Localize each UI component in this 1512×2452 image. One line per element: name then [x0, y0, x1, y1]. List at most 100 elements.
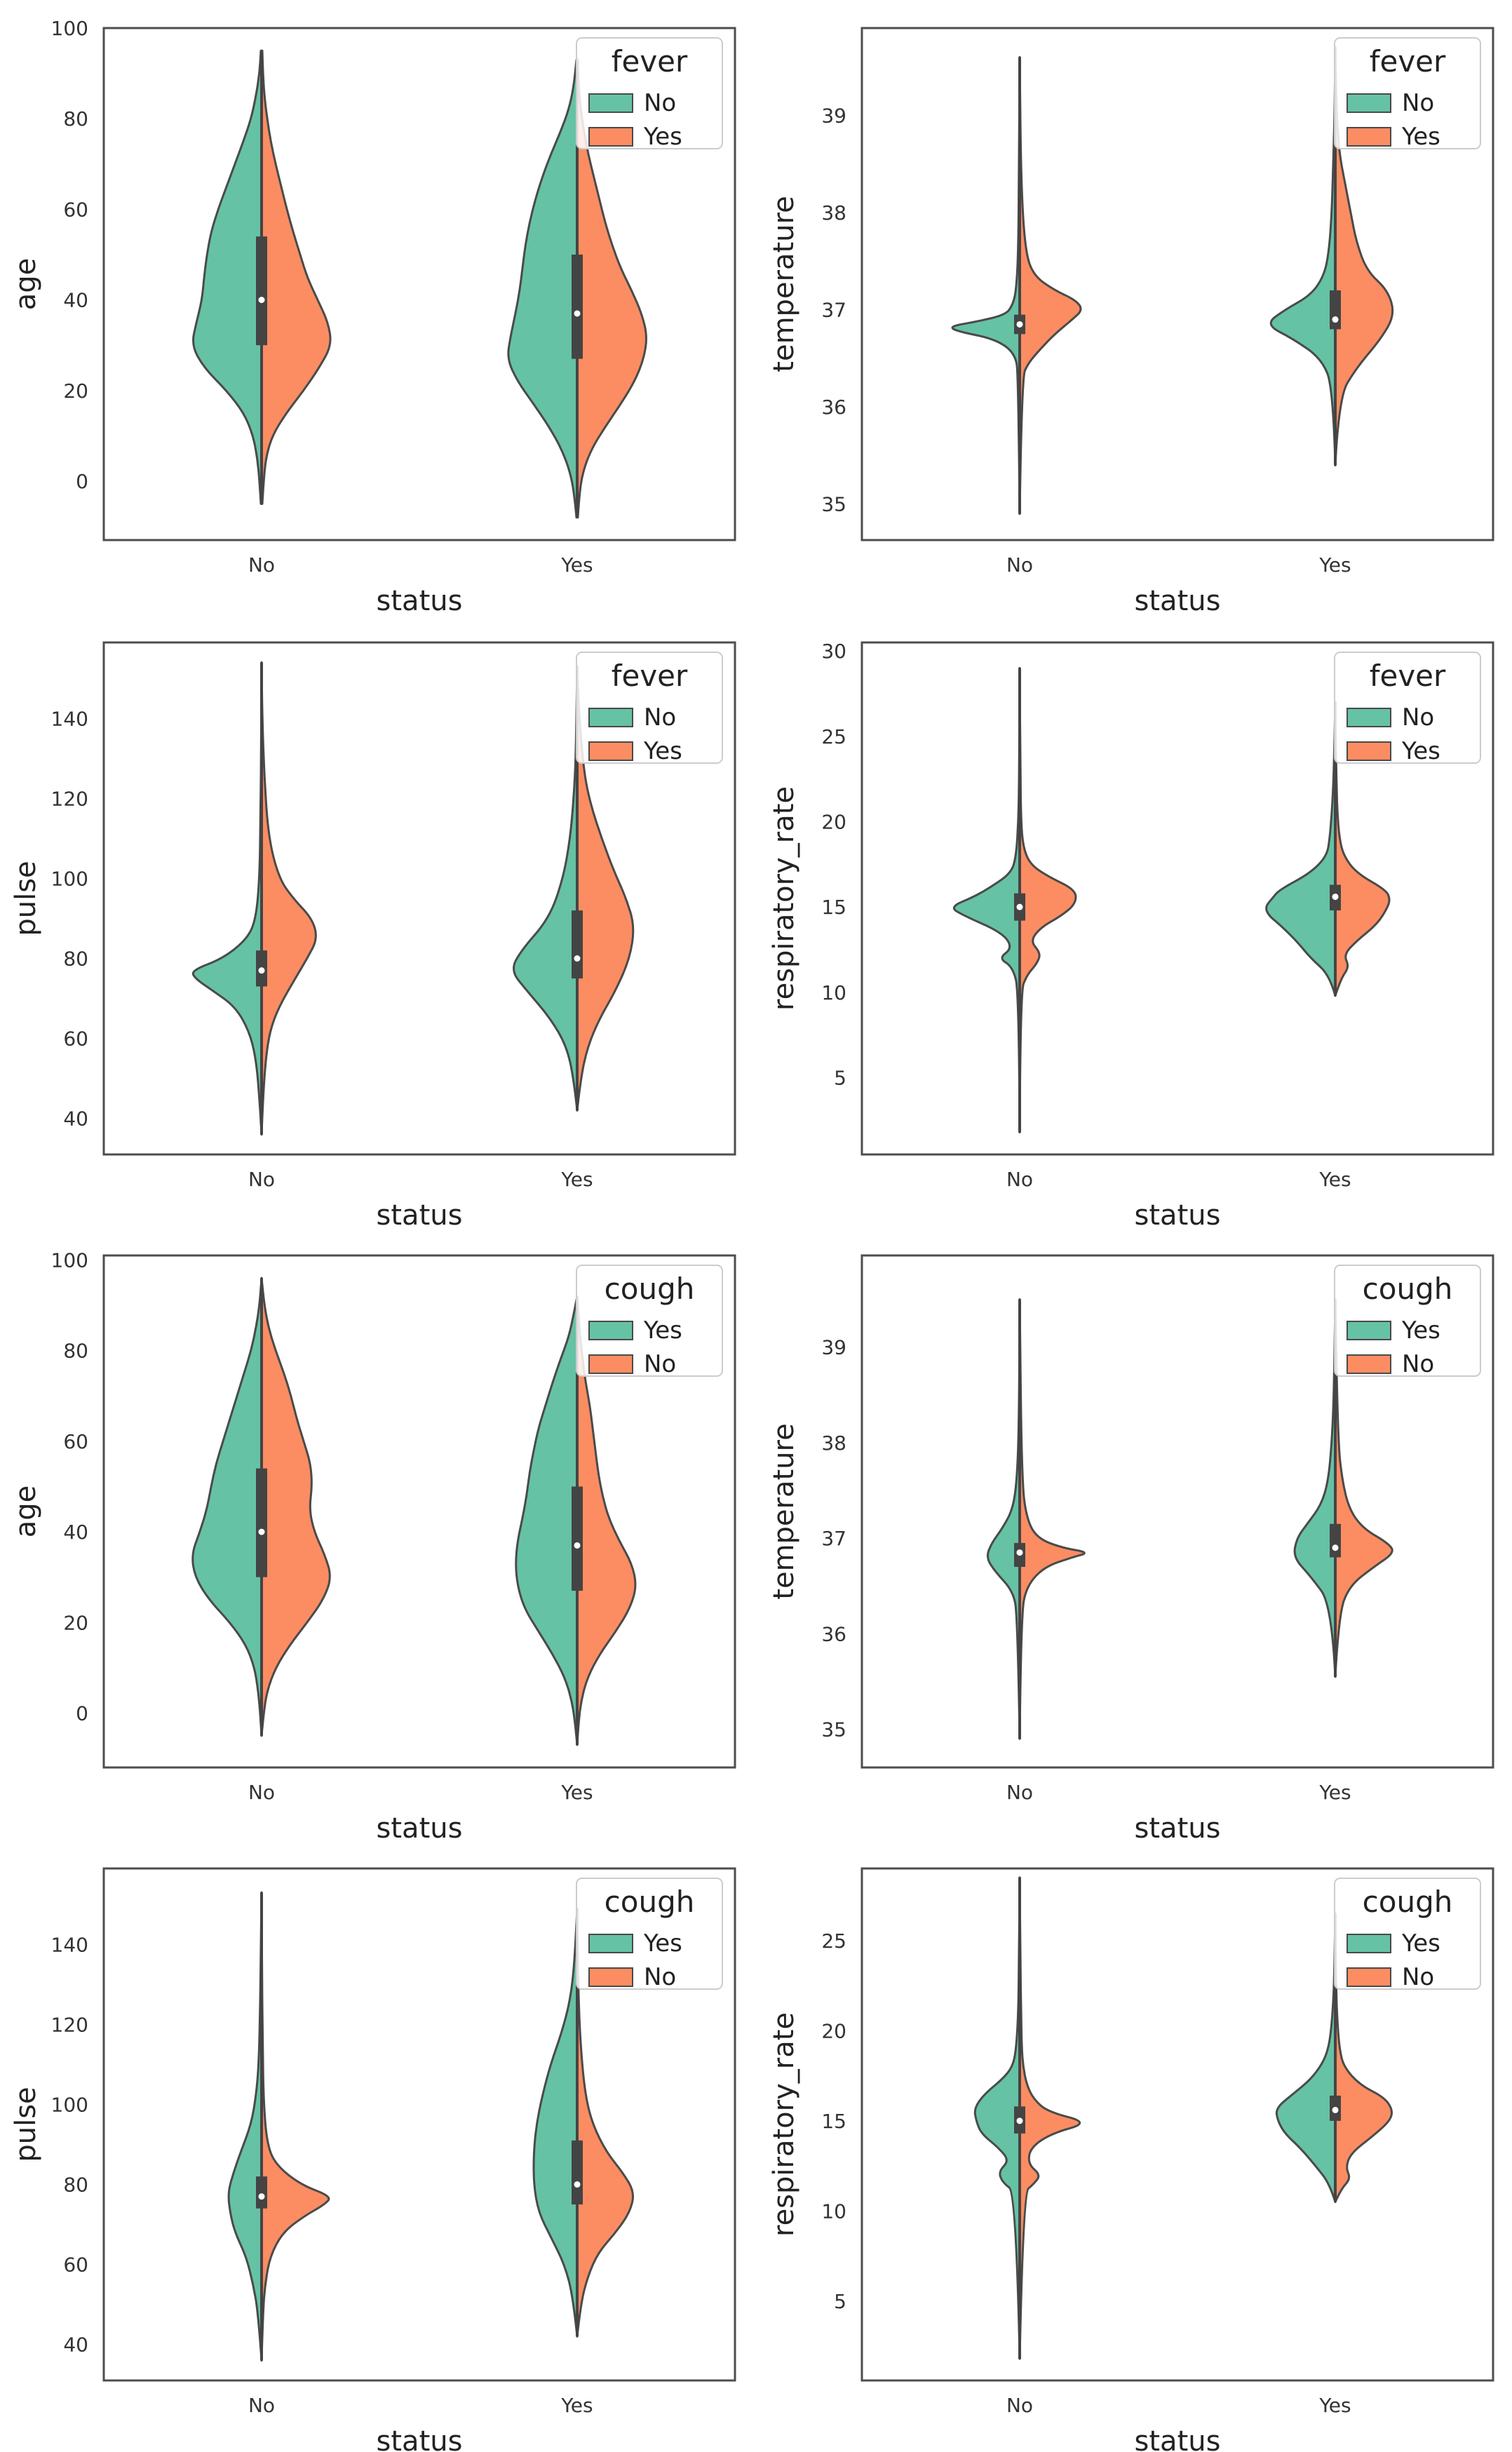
legend-entry: Yes: [1401, 1929, 1440, 1958]
y-tick-label: 80: [63, 1340, 88, 1363]
x-tick-label: Yes: [560, 1168, 593, 1191]
legend-swatch: [588, 1354, 633, 1374]
violin-median-dot: [1016, 1549, 1023, 1556]
y-tick-label: 37: [821, 299, 846, 322]
legend: cough Yes No: [1334, 1265, 1481, 1378]
y-axis-label: pulse: [10, 2087, 42, 2162]
violin-yes: [1293, 1298, 1393, 1678]
y-tick-label: 20: [63, 379, 88, 403]
violin-iqr-box: [572, 1486, 583, 1591]
legend-swatch: [1346, 1967, 1391, 1987]
legend-box: [576, 37, 723, 149]
legend-box: [1334, 1265, 1481, 1377]
violin-yes: [1265, 701, 1391, 997]
legend-entry: No: [1402, 89, 1434, 117]
subplot-1: 0 20 40 60 80 100 No Yes status age fever No Yes: [10, 17, 736, 617]
y-tick-label: 40: [63, 289, 88, 312]
x-axis-label: status: [1135, 585, 1221, 617]
violin-no: [191, 661, 317, 1136]
legend-title: fever: [1370, 659, 1446, 693]
violin-half-right: [1018, 1876, 1081, 2360]
y-axis-label: temperature: [768, 196, 800, 372]
violin-iqr-box: [572, 255, 583, 359]
legend-box: [1334, 1878, 1481, 1990]
legend-swatch: [588, 1321, 633, 1340]
y-tick-label: 100: [51, 1248, 88, 1272]
violin-half-right: [1334, 1298, 1393, 1678]
legend-swatch: [1346, 741, 1391, 761]
violin-half-left: [192, 49, 263, 505]
legend-swatch: [1346, 1321, 1391, 1340]
violin-half-right: [1334, 1912, 1393, 2204]
violin-half-right: [260, 49, 332, 505]
legend-entry: No: [644, 1350, 676, 1378]
y-tick-label: 15: [821, 2110, 846, 2133]
violin-half-right: [1018, 56, 1082, 516]
y-tick-label: 60: [63, 1028, 88, 1051]
y-tick-label: 80: [63, 2174, 88, 2197]
legend-entry: No: [1402, 1350, 1434, 1378]
violin-half-left: [513, 665, 579, 1112]
legend: fever No Yes: [576, 652, 723, 765]
x-tick-label: No: [248, 1781, 275, 1804]
violin-half-left: [1265, 701, 1337, 997]
subplot-6: 35 36 37 38 39 No Yes status temperature cough Yes…: [768, 1254, 1494, 1845]
violin-iqr-box: [256, 236, 267, 346]
y-tick-label: 25: [821, 725, 846, 748]
violin-iqr-box: [256, 2176, 267, 2209]
y-tick-label: 60: [63, 198, 88, 221]
violin-yes: [1275, 1912, 1393, 2204]
legend-entry: No: [644, 703, 676, 732]
y-tick-label: 5: [834, 1067, 846, 1090]
violin-median-dot: [258, 967, 265, 974]
x-axis-label: status: [377, 1812, 463, 1845]
legend-title: fever: [612, 659, 688, 693]
y-tick-label: 36: [821, 396, 846, 419]
x-tick-label: Yes: [560, 1781, 593, 1804]
legend: fever No Yes: [1334, 652, 1481, 765]
legend-swatch: [588, 93, 633, 113]
legend-entry: No: [1402, 703, 1434, 732]
y-tick-label: 140: [51, 707, 88, 730]
x-axis-label: status: [1135, 1812, 1221, 1845]
violin-median-dot: [574, 2181, 581, 2188]
y-tick-label: 20: [821, 811, 846, 834]
x-tick-label: No: [1006, 553, 1033, 577]
legend-entry: Yes: [643, 123, 682, 151]
x-tick-label: Yes: [560, 2394, 593, 2417]
violin-iqr-box: [572, 2140, 583, 2205]
violin-median-dot: [574, 955, 581, 962]
legend-swatch: [1346, 1354, 1391, 1374]
y-tick-label: 100: [51, 17, 88, 40]
violin-half-left: [1293, 1298, 1337, 1678]
y-tick-label: 60: [63, 2254, 88, 2277]
legend: cough Yes No: [1334, 1878, 1481, 1991]
legend: fever No Yes: [1334, 37, 1481, 151]
y-axis-label: temperature: [768, 1423, 800, 1599]
subplot-2: 35 36 37 38 39 No Yes status temperature fever No Y…: [768, 27, 1494, 617]
violin-median-dot: [1016, 321, 1023, 328]
y-tick-label: 37: [821, 1527, 846, 1550]
legend-box: [1334, 37, 1481, 149]
y-tick-label: 30: [821, 640, 846, 663]
y-tick-label: 10: [821, 981, 846, 1004]
y-tick-label: 60: [63, 1430, 88, 1453]
x-tick-label: No: [1006, 1168, 1033, 1191]
x-axis-label: status: [377, 2425, 463, 2452]
violin-half-right: [1334, 701, 1391, 997]
violin-half-right: [576, 665, 635, 1112]
subplot-5: 0 20 40 60 80 100 No Yes status age cough Yes No: [10, 1248, 736, 1845]
legend-title: cough: [605, 1272, 695, 1306]
y-tick-label: 0: [76, 1702, 88, 1725]
x-tick-label: No: [1006, 1781, 1033, 1804]
violin-no: [227, 1891, 330, 2362]
violin-median-dot: [574, 1542, 581, 1549]
y-tick-label: 20: [821, 2019, 846, 2042]
legend-box: [576, 1265, 723, 1377]
y-tick-label: 80: [63, 107, 88, 130]
legend-entry: No: [1402, 1963, 1434, 1991]
x-tick-label: No: [248, 2394, 275, 2417]
x-tick-label: Yes: [1318, 1168, 1351, 1191]
y-axis-label: age: [10, 1486, 42, 1538]
